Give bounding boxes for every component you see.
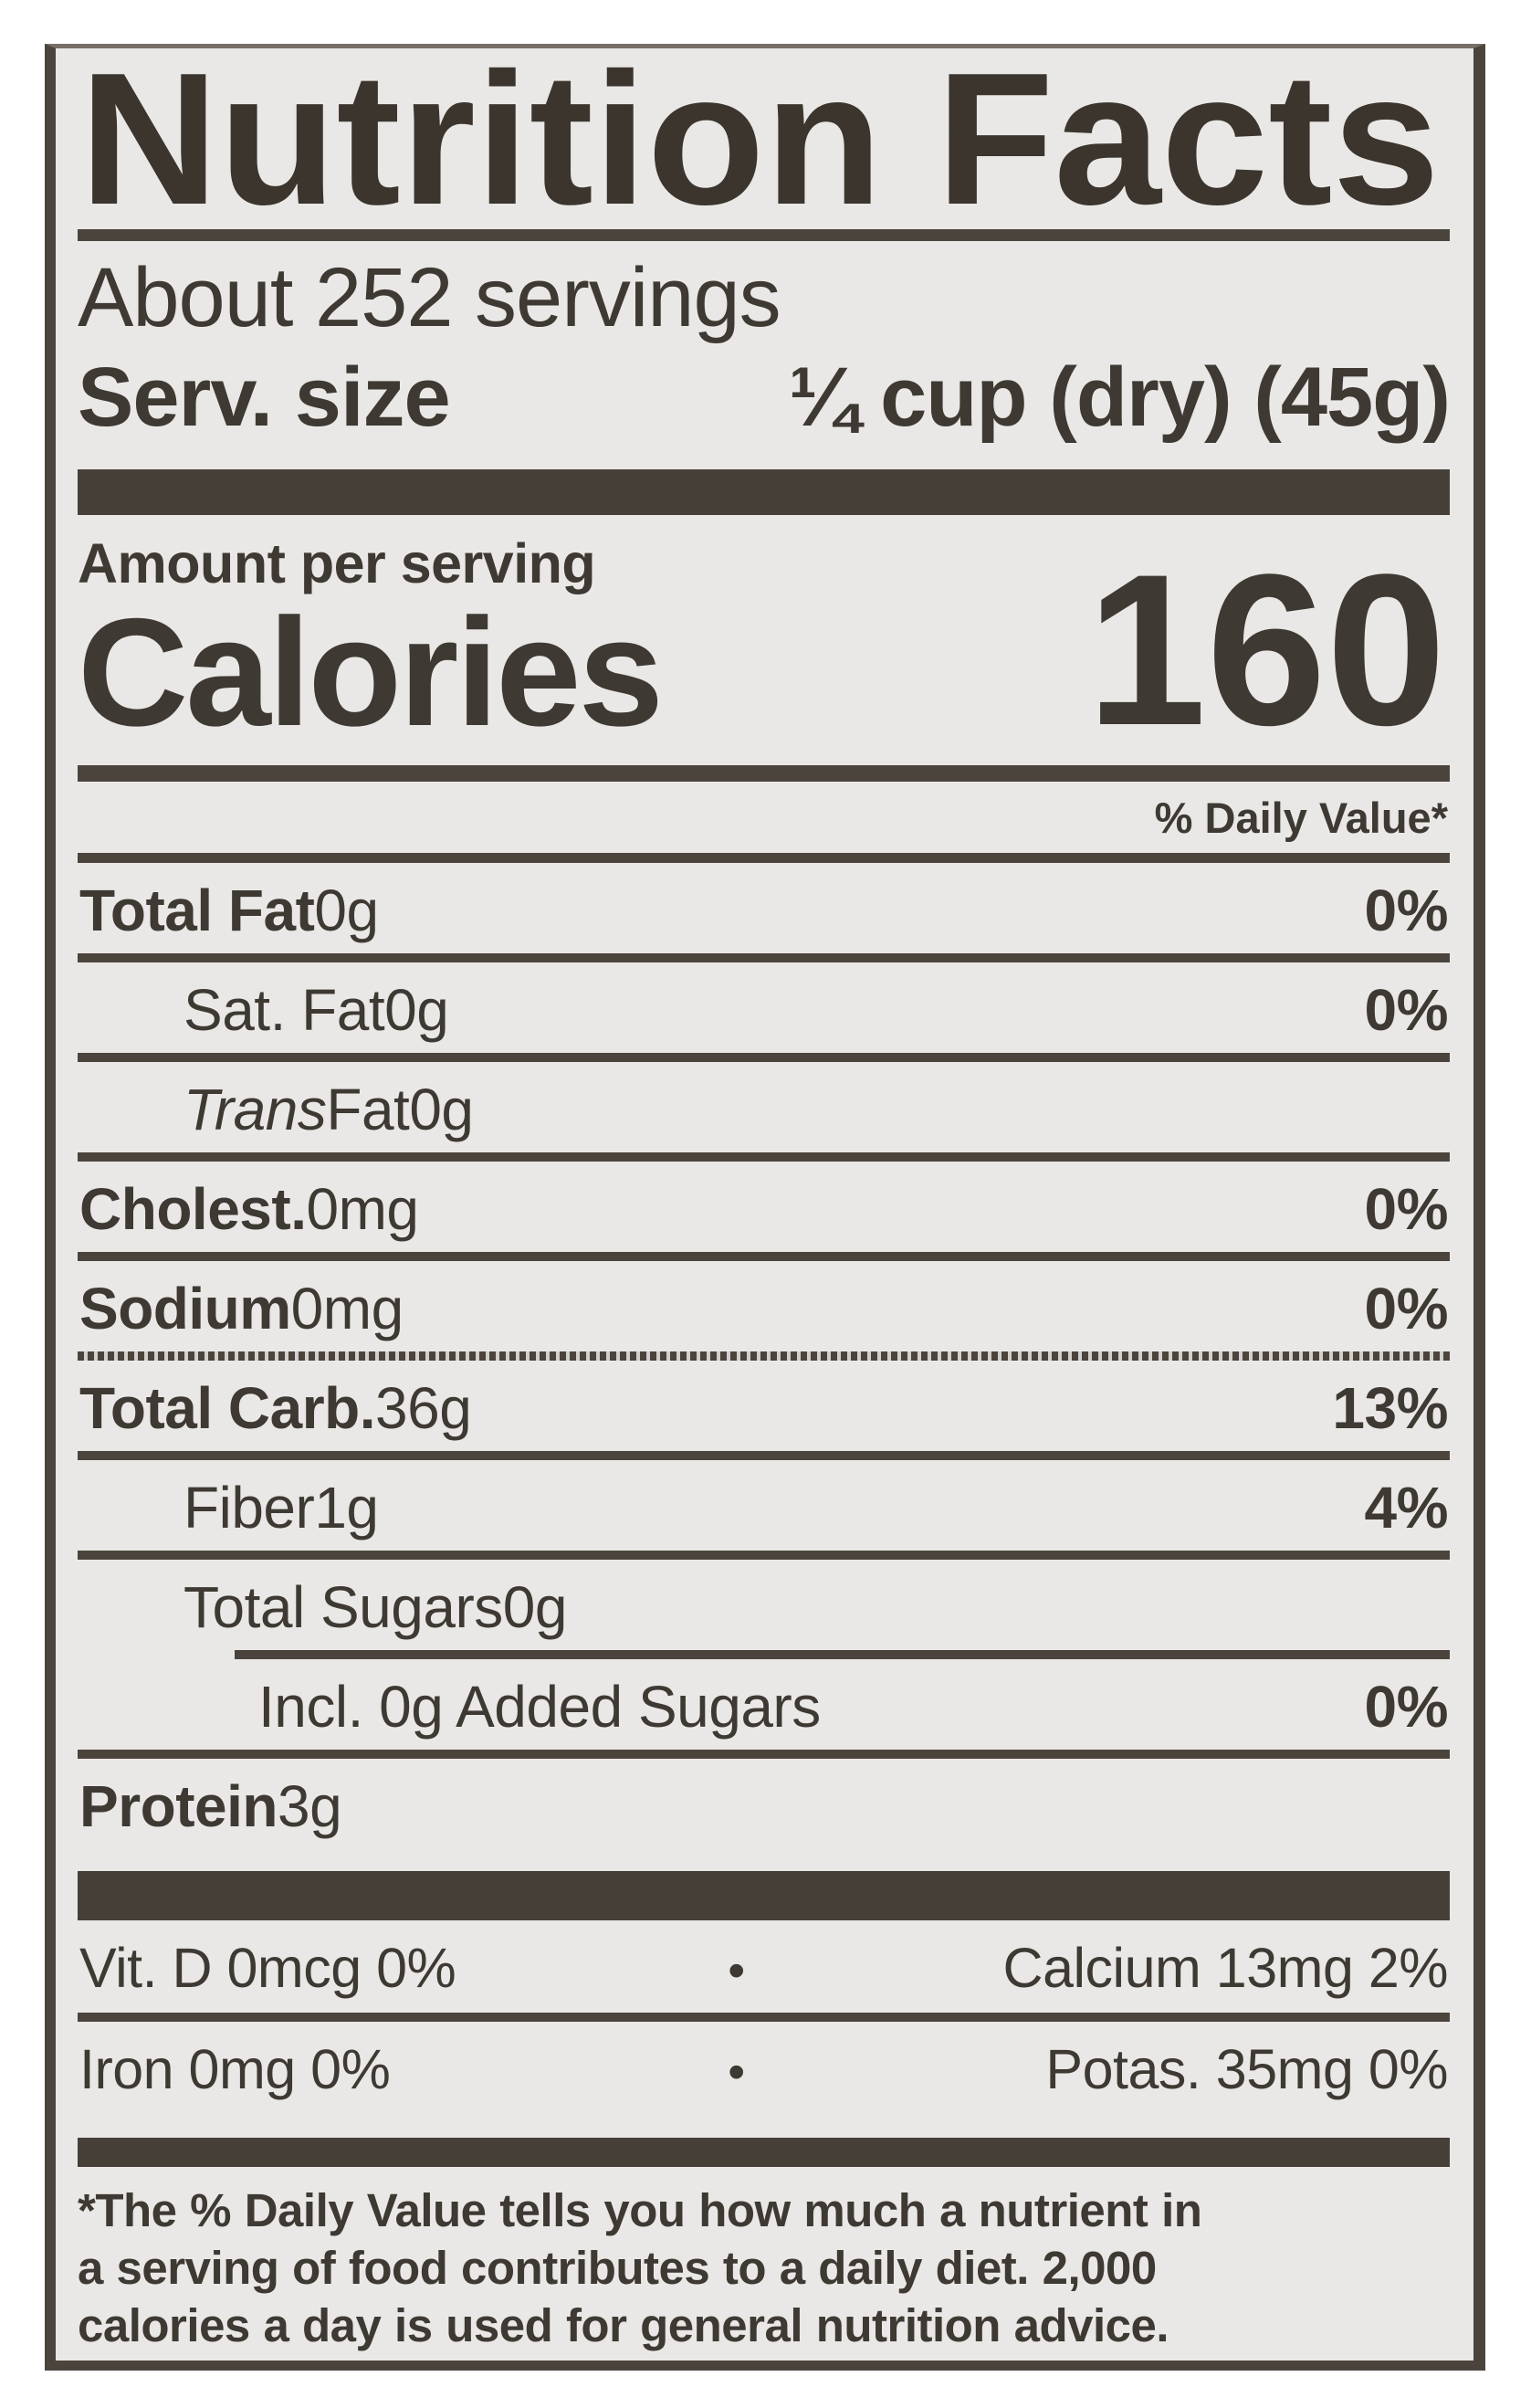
nutrient-name: Sat. Fat: [184, 977, 385, 1043]
row-divider: [78, 1551, 1450, 1560]
row-divider-dotted: [78, 1351, 1450, 1361]
nutrient-dv: 4%: [1364, 1475, 1449, 1540]
row-trans-fat: Trans Fat 0g: [78, 1062, 1450, 1152]
nutrient-amount: 0mg: [290, 1276, 404, 1341]
nutrient-dv: 0%: [1364, 1176, 1449, 1242]
row-divider-indented: [235, 1650, 1450, 1659]
row-divider: [78, 1252, 1450, 1261]
calories-label: Calories: [78, 586, 664, 758]
amount-per-serving-label: Amount per serving: [78, 532, 596, 594]
nutrient-name: Incl. 0g Added Sugars: [258, 1674, 821, 1740]
nutrient-name-italic: Trans: [184, 1077, 327, 1142]
row-divider: [78, 2013, 1450, 2022]
nutrient-amount: 0g: [314, 878, 379, 943]
serving-size-value: ¼ cup (dry) (45g): [788, 351, 1451, 444]
nutrient-amount: 0g: [384, 977, 449, 1043]
nutrient-amount: 0g: [502, 1574, 568, 1640]
row-added-sugars: Incl. 0g Added Sugars 0%: [78, 1659, 1450, 1750]
title-divider: [78, 229, 1450, 241]
footnote-line: calories a day is used for general nutri…: [78, 2299, 1169, 2351]
row-protein: Protein 3g: [78, 1759, 1450, 1849]
nutrient-dv: 0%: [1364, 977, 1449, 1043]
nutrient-name: Fat: [326, 1077, 410, 1142]
nutrient-dv: 0%: [1364, 878, 1449, 943]
row-total-carb: Total Carb. 36g 13%: [78, 1361, 1450, 1451]
row-divider: [78, 953, 1450, 962]
nutrient-name: Total Fat: [79, 878, 315, 943]
row-iron-potassium: Iron 0mg 0% • Potas. 35mg 0%: [78, 2022, 1450, 2114]
vitamin-left-value: Vit. D 0mcg 0%: [79, 1937, 456, 1999]
daily-value-header: % Daily Value*: [1154, 794, 1448, 842]
nutrient-amount: 0g: [409, 1077, 474, 1142]
nutrient-name: Sodium: [79, 1276, 291, 1341]
row-total-sugars: Total Sugars 0g: [78, 1560, 1450, 1650]
row-fiber: Fiber 1g 4%: [78, 1460, 1450, 1551]
nutrient-name: Protein: [79, 1773, 278, 1839]
calories-value: 160: [1086, 530, 1446, 771]
nutrient-amount: 3g: [277, 1773, 342, 1839]
label-title-text: Nutrition Facts: [79, 59, 1440, 226]
calories-row: Calories 160: [78, 542, 1450, 758]
nutrient-dv: 13%: [1332, 1375, 1448, 1441]
row-vitamin-d-calcium: Vit. D 0mcg 0% • Calcium 13mg 2%: [78, 1920, 1450, 2013]
row-cholesterol: Cholest. 0mg 0%: [78, 1162, 1450, 1252]
row-divider: [78, 1750, 1450, 1759]
thick-separator-bar-bottom: [78, 2138, 1450, 2167]
vitamin-right-value: Calcium 13mg 2%: [1002, 1937, 1449, 1999]
nutrient-dv: 0%: [1364, 1674, 1449, 1740]
bullet-separator: •: [728, 2045, 745, 2099]
daily-value-footnote: *The % Daily Value tells you how much a …: [78, 2182, 1450, 2354]
nutrition-facts-label: Nutrition Facts About 252 servings Serv.…: [45, 44, 1485, 2371]
row-divider: [78, 1152, 1450, 1162]
servings-statement: About 252 servings: [78, 251, 781, 344]
nutrient-amount: 1g: [314, 1475, 379, 1540]
nutrient-name: Total Sugars: [184, 1574, 503, 1640]
calories-divider: [78, 765, 1450, 782]
bullet-separator: •: [728, 1943, 745, 1998]
row-sodium: Sodium 0mg 0%: [78, 1261, 1450, 1351]
label-title: Nutrition Facts: [79, 59, 1440, 226]
thick-separator-bar-top: [78, 469, 1450, 515]
serving-size-row: Serv. size ¼ cup (dry) (45g): [78, 347, 1451, 447]
row-divider: [78, 1451, 1450, 1460]
nutrient-name: Total Carb.: [79, 1375, 376, 1441]
footnote-line: *The % Daily Value tells you how much a …: [78, 2184, 1202, 2236]
row-sat-fat: Sat. Fat 0g 0%: [78, 962, 1450, 1053]
serving-size-label: Serv. size: [78, 351, 451, 444]
daily-value-divider: [78, 853, 1450, 863]
nutrient-amount: 0mg: [306, 1176, 419, 1242]
footnote-line: a serving of food contributes to a daily…: [78, 2242, 1157, 2294]
nutrient-amount: 36g: [375, 1375, 472, 1441]
nutrient-name: Cholest.: [79, 1176, 307, 1242]
vitamin-left-value: Iron 0mg 0%: [79, 2038, 391, 2100]
nutrient-name: Fiber: [184, 1475, 315, 1540]
thick-separator-bar-middle: [78, 1871, 1450, 1920]
row-divider: [78, 1053, 1450, 1062]
vitamin-right-value: Potas. 35mg 0%: [1045, 2038, 1448, 2100]
row-total-fat: Total Fat 0g 0%: [78, 863, 1450, 953]
nutrient-dv: 0%: [1364, 1276, 1449, 1341]
